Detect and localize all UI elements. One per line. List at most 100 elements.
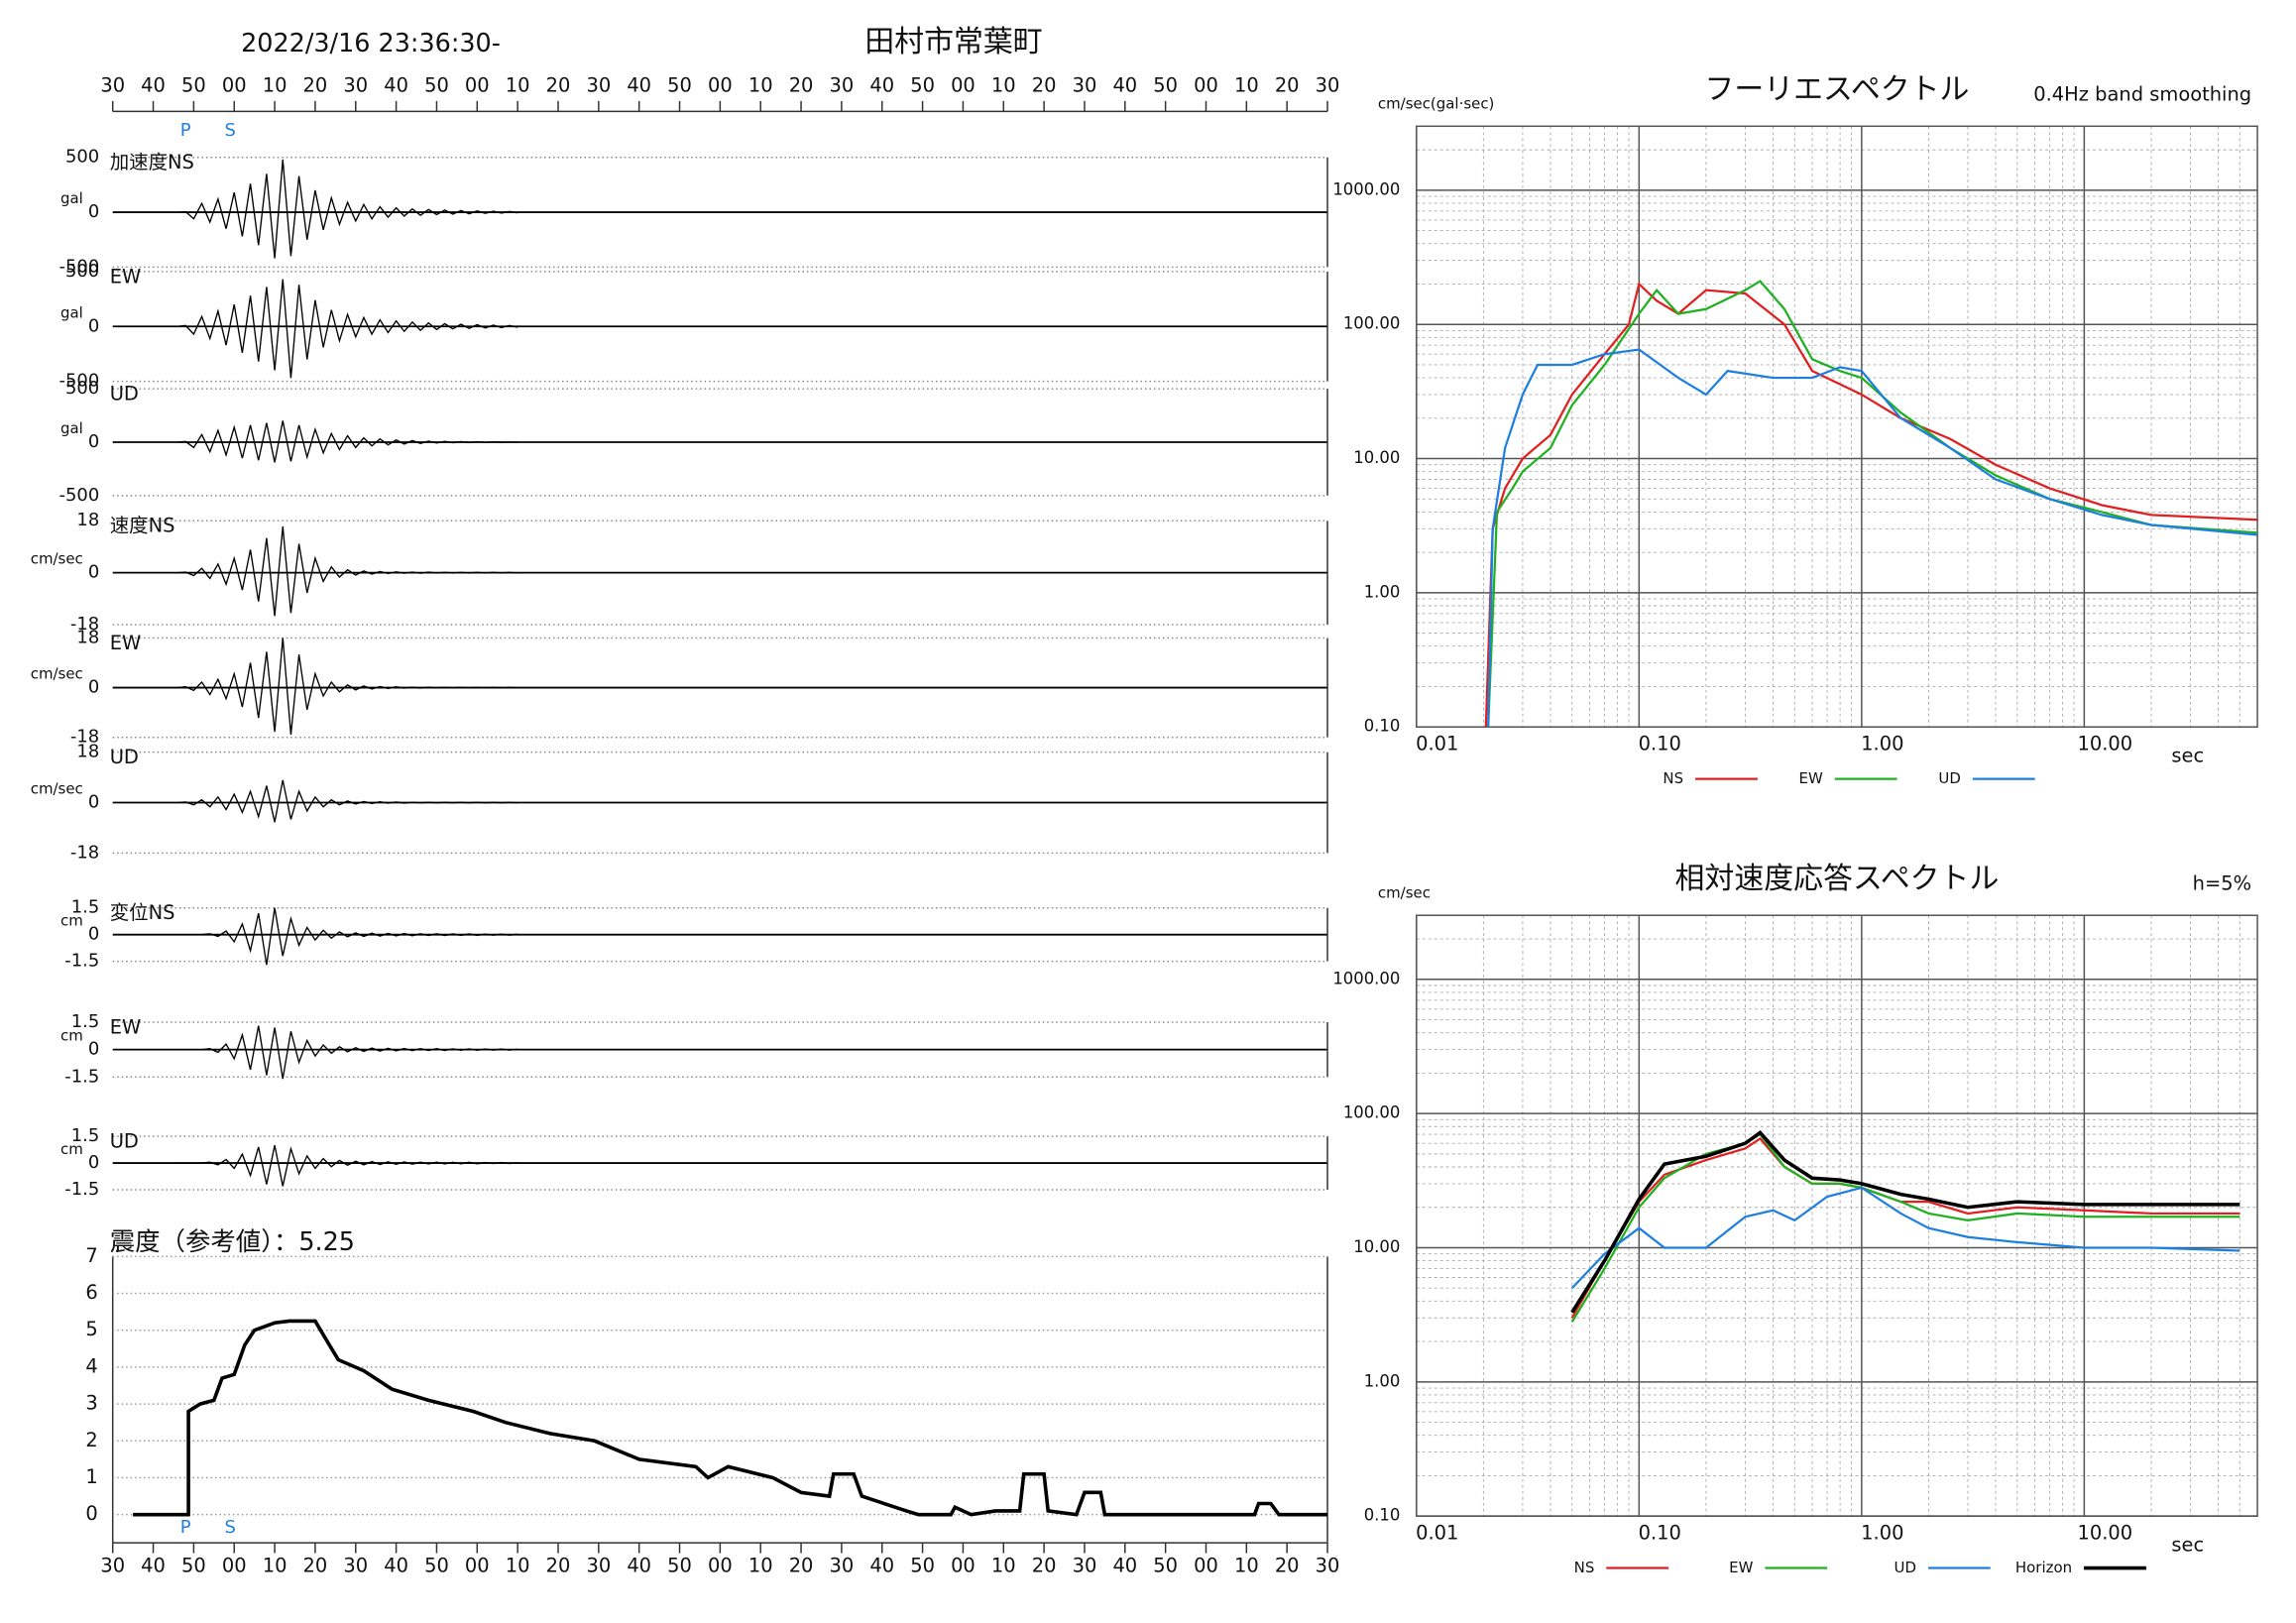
y-tick-label: 4 <box>85 1354 97 1377</box>
time-tick-label: 30 <box>830 1555 855 1577</box>
y-tick-label: 500 <box>65 261 99 282</box>
y-tick-label: -500 <box>59 485 100 506</box>
time-tick-label: 20 <box>303 1555 328 1577</box>
y-tick-label: 3 <box>85 1392 97 1415</box>
y-tick-label: 2 <box>85 1429 97 1451</box>
time-tick-label: 10 <box>263 1555 287 1577</box>
y-tick-label: 5 <box>85 1318 97 1340</box>
chart-title: 相対速度応答スペクトル <box>1675 862 2000 896</box>
time-tick-label: 30 <box>1073 1555 1097 1577</box>
y-tick-label: 0 <box>88 1152 99 1173</box>
time-tick-label: 40 <box>1112 1555 1137 1577</box>
x-tick-label: 0.01 <box>1416 733 1458 755</box>
y-tick-label: 10.00 <box>1353 448 1400 467</box>
y-tick-label: -18 <box>70 614 99 635</box>
y-tick-label: 6 <box>85 1281 97 1304</box>
time-tick-label: 00 <box>1194 1555 1218 1577</box>
y-tick-label: -500 <box>59 371 100 392</box>
phase-label: S <box>224 1517 235 1538</box>
phase-label: S <box>224 120 235 141</box>
time-tick-label: 20 <box>1032 73 1057 96</box>
time-tick-label: 50 <box>424 1555 449 1577</box>
time-tick-label: 00 <box>222 1555 247 1577</box>
x-tick-label: 1.00 <box>1861 733 1903 755</box>
x-axis-label: sec <box>2171 745 2204 767</box>
panel-label: 変位NS <box>110 901 175 924</box>
y-tick-label: 0.10 <box>1364 717 1401 736</box>
time-tick-label: 40 <box>1112 73 1137 96</box>
time-tick-label: 00 <box>465 73 490 96</box>
y-tick-label: 0 <box>88 1039 99 1060</box>
intensity-title: 震度（参考値）：5.25 <box>110 1226 355 1256</box>
panel-unit: cm <box>60 1027 83 1045</box>
legend-label: EW <box>1729 1559 1753 1576</box>
y-tick-label: -500 <box>59 256 100 277</box>
panel-label: EW <box>110 632 142 654</box>
time-tick-label: 20 <box>789 73 814 96</box>
time-tick-label: 30 <box>830 73 855 96</box>
time-tick-label: 30 <box>586 73 611 96</box>
y-tick-label: 1000.00 <box>1332 179 1400 198</box>
y-tick-label: 0 <box>88 924 99 945</box>
y-tick-label: 0 <box>85 1502 97 1525</box>
time-tick-label: 20 <box>1275 73 1300 96</box>
time-tick-label: 40 <box>384 73 408 96</box>
x-tick-label: 1.00 <box>1861 1522 1903 1545</box>
panel-label: UD <box>110 746 139 768</box>
x-tick-label: 10.00 <box>2078 733 2133 755</box>
y-tick-label: 1000.00 <box>1332 969 1400 987</box>
panel-unit: cm/sec <box>31 665 83 683</box>
time-tick-label: 30 <box>343 73 368 96</box>
y-tick-label: 1.00 <box>1364 1371 1401 1390</box>
y-tick-label: 0.10 <box>1364 1506 1401 1525</box>
time-tick-label: 40 <box>869 1555 894 1577</box>
x-tick-label: 0.10 <box>1639 733 1681 755</box>
plot-frame <box>1416 125 2258 728</box>
y-tick-label: 500 <box>65 378 99 399</box>
time-tick-label: 10 <box>506 73 530 96</box>
spectrum-line <box>1570 1132 2240 1323</box>
record-time: 2022/3/16 23:36:30- <box>241 28 501 58</box>
time-tick-label: 30 <box>100 73 125 96</box>
time-tick-label: 50 <box>910 1555 935 1577</box>
chart-note: 0.4Hz band smoothing <box>2033 82 2251 105</box>
y-tick-label: 0 <box>88 792 99 813</box>
phase-label: P <box>180 120 191 141</box>
time-tick-label: 20 <box>1032 1555 1057 1577</box>
y-axis-label: cm/sec(gal·sec) <box>1378 94 1494 112</box>
legend-label: UD <box>1938 769 1960 787</box>
plot-frame <box>1416 914 2258 1517</box>
time-tick-label: 50 <box>1153 1555 1178 1577</box>
panel-label: UD <box>110 1130 139 1153</box>
intensity-line <box>133 1319 1328 1517</box>
time-tick-label: 30 <box>100 1555 125 1577</box>
time-tick-label: 00 <box>951 73 976 96</box>
x-tick-label: 0.10 <box>1639 1522 1681 1545</box>
time-tick-label: 20 <box>546 73 571 96</box>
time-tick-label: 00 <box>222 73 247 96</box>
time-tick-label: 50 <box>181 1555 206 1577</box>
chart-note: h=5% <box>2193 871 2251 894</box>
panel-label: UD <box>110 383 139 406</box>
waveform <box>177 1025 518 1080</box>
panel-unit: cm <box>60 912 83 930</box>
panel-unit: cm/sec <box>31 780 83 798</box>
y-tick-label: 1.00 <box>1364 582 1401 601</box>
waveform <box>177 420 518 463</box>
x-axis-label: sec <box>2171 1534 2204 1557</box>
panel-unit: gal <box>60 419 83 437</box>
y-tick-label: 1.5 <box>71 897 100 918</box>
y-tick-label: 0 <box>88 562 99 583</box>
y-tick-label: 100.00 <box>1343 1103 1401 1122</box>
y-tick-label: 1.5 <box>71 1011 100 1032</box>
time-tick-label: 10 <box>1234 73 1259 96</box>
time-tick-label: 10 <box>506 1555 530 1577</box>
legend-label: EW <box>1799 769 1823 787</box>
y-tick-label: -1.5 <box>64 1066 99 1087</box>
legend-label: NS <box>1574 1559 1595 1576</box>
time-tick-label: 10 <box>748 73 773 96</box>
y-tick-label: 18 <box>76 742 99 762</box>
time-tick-label: 20 <box>789 1555 814 1577</box>
